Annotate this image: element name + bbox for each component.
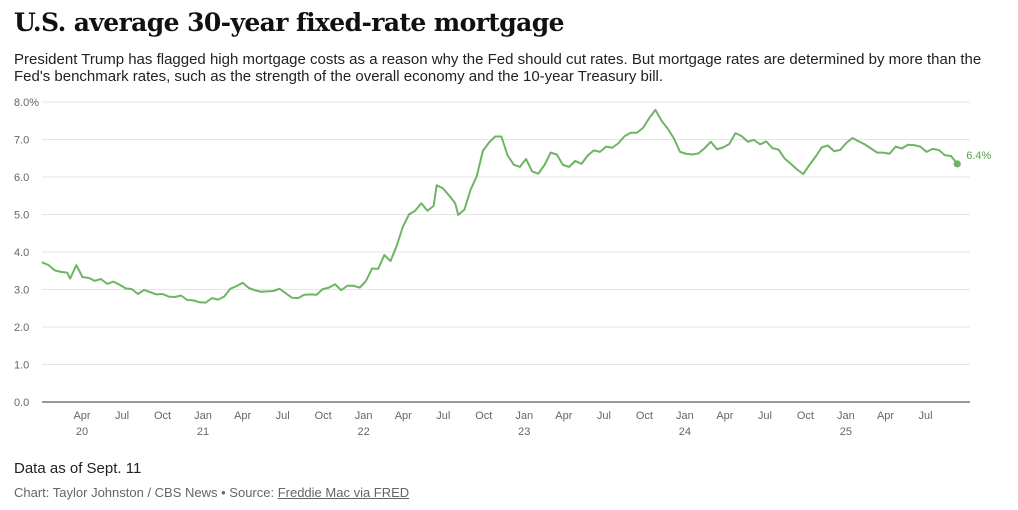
x-tick-label: Jan <box>676 410 694 422</box>
x-tick-label: Apr <box>877 410 894 422</box>
x-tick-label: Jul <box>436 410 450 422</box>
credit-text: Chart: Taylor Johnston / CBS News • Sour… <box>14 485 278 500</box>
x-axis-ticks: Apr 20 Jul Oct Jan 21 Apr Jul Oct Jan 22 Apr Jul Oct J… <box>73 410 932 438</box>
x-tick-year-label: 22 <box>358 426 370 438</box>
x-tick-label: Oct <box>154 410 171 422</box>
end-point-marker <box>953 160 961 168</box>
end-value-label: 6.4% <box>966 150 991 162</box>
source-link[interactable]: Freddie Mac via FRED <box>277 485 410 500</box>
x-tick-label: Jan <box>837 410 855 422</box>
gridlines <box>42 101 970 403</box>
y-tick-label: 4.0 <box>14 247 29 259</box>
y-tick-label: 7.0 <box>14 135 29 147</box>
x-tick-label: Apr <box>73 410 90 422</box>
x-tick-label: Apr <box>395 410 412 422</box>
x-tick-label: Oct <box>315 410 332 422</box>
y-tick-label: 8.0% <box>14 97 39 109</box>
x-tick-label: Oct <box>797 410 814 422</box>
y-tick-label: 3.0 <box>14 285 29 297</box>
x-tick-year-label: 23 <box>518 426 530 438</box>
x-tick-label: Jan <box>515 410 533 422</box>
chart-credit: Chart: Taylor Johnston / CBS News • Sour… <box>14 485 409 500</box>
x-tick-label: Jul <box>115 410 129 422</box>
x-tick-label: Jan <box>355 410 373 422</box>
x-tick-label: Oct <box>636 410 653 422</box>
mortgage-rate-chart: 0.0 1.0 2.0 3.0 4.0 5.0 6.0 7.0 8.0% Apr 20 Jul Oct… <box>14 97 992 438</box>
x-tick-year-label: 21 <box>197 426 209 438</box>
x-tick-label: Oct <box>475 410 492 422</box>
x-tick-label: Jul <box>919 410 933 422</box>
x-tick-label: Apr <box>234 410 251 422</box>
x-tick-label: Jan <box>194 410 212 422</box>
y-tick-label: 1.0 <box>14 360 29 372</box>
y-tick-label: 6.0 <box>14 172 29 184</box>
x-tick-label: Jul <box>597 410 611 422</box>
x-tick-year-label: 20 <box>76 426 88 438</box>
x-tick-year-label: 24 <box>679 426 691 438</box>
series-line-mortgage-rate <box>41 108 959 304</box>
x-tick-label: Apr <box>555 410 572 422</box>
y-tick-label: 2.0 <box>14 322 29 334</box>
data-date-note: Data as of Sept. 11 <box>14 460 142 477</box>
series-layer: 6.4% <box>41 108 992 304</box>
x-tick-year-label: 25 <box>840 426 852 438</box>
x-tick-label: Jul <box>276 410 290 422</box>
y-tick-label: 0.0 <box>14 397 29 409</box>
x-tick-label: Apr <box>716 410 733 422</box>
y-tick-label: 5.0 <box>14 210 29 222</box>
chart-subtitle: President Trump has flagged high mortgag… <box>14 51 982 85</box>
y-axis-ticks: 0.0 1.0 2.0 3.0 4.0 5.0 6.0 7.0 8.0% <box>14 97 39 409</box>
x-tick-label: Jul <box>758 410 772 422</box>
chart-title: U.S. average 30-year fixed-rate mortgage <box>14 8 565 37</box>
